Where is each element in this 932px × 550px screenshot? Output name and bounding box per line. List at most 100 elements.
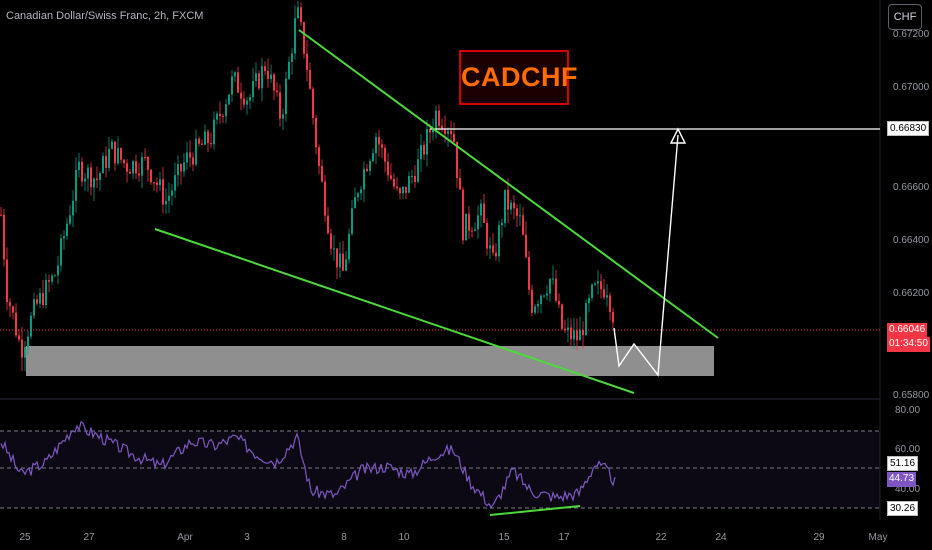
candle-body [24,347,26,358]
price-tick: 0.66600 [893,182,930,193]
rsi-band [0,431,880,508]
candle-body [519,215,521,217]
candle-body [249,97,251,101]
candle-body [108,148,110,168]
time-label: Apr [177,532,193,543]
candle-body [84,178,86,182]
time-label: 3 [244,532,250,543]
candle-body [570,327,572,340]
candle-body [330,233,332,249]
candle-body [348,233,350,260]
candle-body [126,163,128,172]
candle-body [603,289,605,298]
candle-body [195,138,197,165]
candle-body [441,125,443,129]
candlestick-series [0,1,614,372]
candle-body [168,195,170,201]
countdown-tag: 01:34:50 [887,337,930,352]
candle-body [201,143,203,145]
rsi-value-tag: 44.73 [887,472,917,487]
candle-body [93,178,95,188]
candle-body [384,147,386,162]
candle-body [129,171,131,174]
candle-body [237,72,239,93]
candle-body [27,336,29,348]
candle-body [171,190,173,196]
candle-body [288,61,290,79]
candle-body [531,289,533,313]
candle-body [477,215,479,230]
candle-body [144,156,146,158]
candle-body [612,311,614,323]
price-tick: 0.65800 [893,390,930,401]
symbol-title[interactable]: Canadian Dollar/Swiss Franc, 2h, FXCM [6,10,204,22]
candle-body [423,144,425,155]
candle-body [393,178,395,187]
candle-body [465,213,467,241]
candle-body [57,265,59,276]
candle-body [324,181,326,216]
candle-body [606,295,608,298]
candle-body [390,175,392,179]
rsi-lower-tag: 30.26 [887,501,919,516]
candle-body [39,292,41,304]
candle-body [276,90,278,93]
candle-body [336,248,338,268]
candle-body [327,215,329,234]
candle-body [399,188,401,194]
time-label: 27 [83,532,95,543]
candle-body [567,327,569,331]
candle-body [66,223,68,237]
candle-body [447,130,449,134]
candle-body [303,22,305,54]
candle-body [363,168,365,190]
candle-body [489,245,491,249]
projection-arrowhead [669,127,687,144]
candle-body [537,304,539,307]
candle-body [216,113,218,120]
candle-body [243,98,245,105]
candle-body [351,208,353,234]
candle-body [294,18,296,54]
candle-body [75,169,77,201]
candle-body [300,7,302,23]
candle-body [345,259,347,271]
time-label: 8 [341,532,347,543]
candle-body [9,302,11,307]
upper-trendline [298,29,719,339]
candle-body [522,215,524,235]
candle-body [546,293,548,296]
candle-body [213,119,215,145]
candle-body [18,335,20,340]
candle-body [471,230,473,232]
candle-body [414,175,416,183]
candle-body [246,100,248,105]
candle-body [219,113,221,116]
candle-body [357,193,359,198]
candle-body [204,131,206,145]
chart-label-cadchf: CADCHF [459,50,578,105]
candle-body [417,159,419,183]
candle-body [405,186,407,193]
candle-body [0,214,2,216]
time-label: 25 [19,532,31,543]
time-label: 15 [498,532,510,543]
candle-body [273,74,275,91]
candle-body [435,110,437,130]
candle-body [456,141,458,179]
candle-body [297,7,299,19]
candle-body [189,152,191,158]
candle-body [582,330,584,336]
candle-body [408,176,410,193]
candle-body [504,189,506,223]
candle-body [153,182,155,184]
candle-body [510,202,512,210]
candle-body [585,303,587,336]
candle-body [114,141,116,164]
candle-body [45,279,47,305]
currency-button[interactable]: CHF [888,4,922,30]
candle-body [309,70,311,89]
candle-body [378,137,380,145]
candle-body [165,200,167,205]
